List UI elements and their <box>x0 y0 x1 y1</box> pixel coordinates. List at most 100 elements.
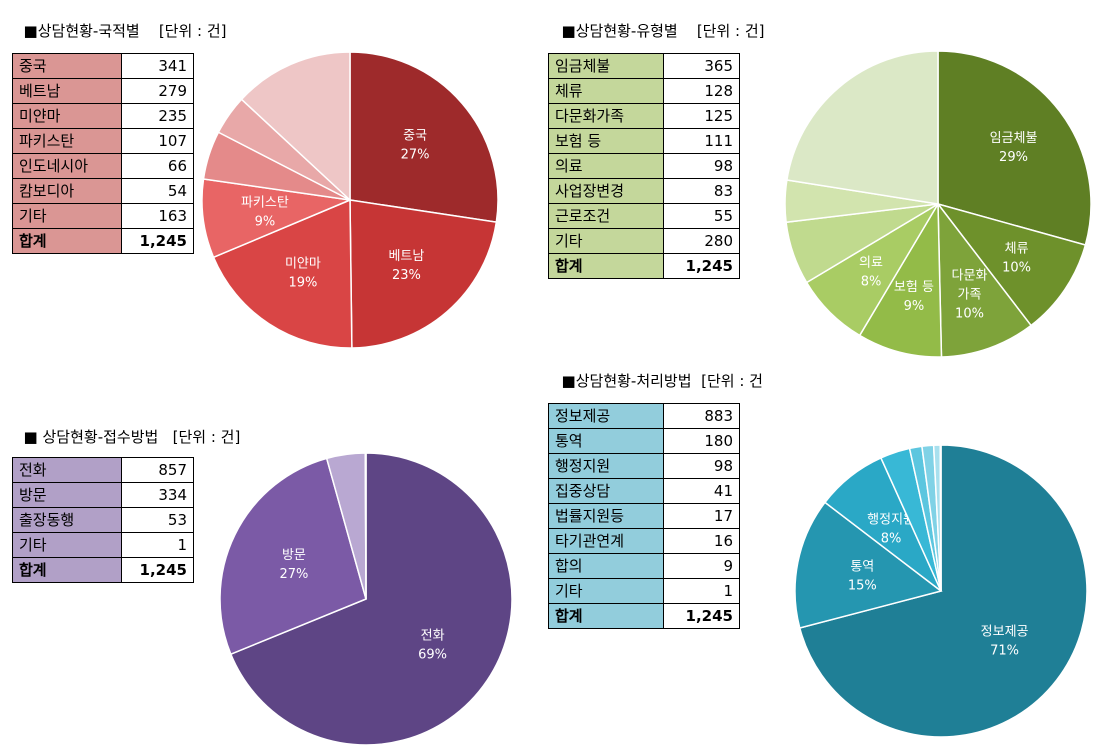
processing-table: 정보제공 883 통역 180 행정지원 98 집중상담 41 법률지원등 17 타기관연계 16 합의… <box>548 403 741 629</box>
table-row: 기타 1 <box>12 532 195 558</box>
table-row: 집중상담 41 <box>548 478 741 504</box>
count-cell: 279 <box>120 78 195 104</box>
pie-slice <box>794 501 943 629</box>
category-cell: 기타 <box>548 228 664 254</box>
slice-percent-label: 29% <box>999 150 1028 165</box>
count-cell: 334 <box>120 482 195 508</box>
category-cell: 법률지원등 <box>548 503 664 529</box>
category-cell: 정보제공 <box>548 403 664 429</box>
pie-slice <box>798 444 1088 738</box>
category-cell: 타기관연계 <box>548 528 664 554</box>
category-cell: 합계 <box>12 228 122 254</box>
table-row: 출장동행 53 <box>12 507 195 533</box>
chart-title-reception: ■ 상담현황-접수방법 [단위 : 건] <box>23 428 241 446</box>
table-row: 통역 180 <box>548 428 741 454</box>
slice-percent-label: 9% <box>255 214 276 229</box>
pie-slice <box>349 199 498 349</box>
count-cell: 17 <box>662 503 741 529</box>
count-cell: 857 <box>120 457 195 483</box>
category-cell: 기타 <box>548 578 664 604</box>
slice-category-label: 체류 <box>1005 242 1029 257</box>
slice-category-label: 통역 <box>850 560 874 575</box>
table-row: 근로조건 55 <box>548 203 741 229</box>
chart-title-nationality: ■상담현황-국적별 [단위 : 건] <box>23 22 227 40</box>
category-cell: 파키스탄 <box>12 128 122 154</box>
category-cell: 미얀마 <box>12 103 122 129</box>
count-cell: 128 <box>662 78 741 104</box>
count-cell: 53 <box>120 507 195 533</box>
category-cell: 기타 <box>12 203 122 229</box>
category-cell: 보험 등 <box>548 128 664 154</box>
slice-percent-label: 27% <box>401 148 430 163</box>
pie-slice <box>240 51 351 202</box>
pie-slice <box>937 201 1033 358</box>
nationality-table: 중국 341 베트남 279 미얀마 235 파키스탄 107 인도네시아 66 캄보디아 54 기타 1… <box>12 53 195 254</box>
category-cell: 중국 <box>12 53 122 79</box>
unit-label: [단위 : 건] <box>158 22 227 40</box>
slice-percent-label: 69% <box>418 647 447 662</box>
type-table: 임금체불 365 체류 128 다문화가족 125 보험 등 111 의료 98 사업장변경 83 근로… <box>548 53 741 279</box>
table-row: 기타 163 <box>12 203 195 229</box>
reception-table: 전화 857 방문 334 출장동행 53 기타 1 합계 1,245 <box>12 457 195 583</box>
table-row: 합의 9 <box>548 553 741 579</box>
table-row: 기타 1 <box>548 578 741 604</box>
slice-percent-label: 71% <box>990 644 1019 659</box>
count-cell: 83 <box>662 178 741 204</box>
category-cell: 베트남 <box>12 78 122 104</box>
count-cell: 180 <box>662 428 741 454</box>
slice-percent-label: 27% <box>279 567 308 582</box>
count-cell: 365 <box>662 53 741 79</box>
table-row: 행정지원 98 <box>548 453 741 479</box>
category-cell: 합계 <box>12 557 122 583</box>
category-cell: 캄보디아 <box>12 178 122 204</box>
table-total-row: 합계 1,245 <box>12 228 195 254</box>
table-row: 임금체불 365 <box>548 53 741 79</box>
table-row: 중국 341 <box>12 53 195 79</box>
table-row: 의료 98 <box>548 153 741 179</box>
table-row: 타기관연계 16 <box>548 528 741 554</box>
category-cell: 통역 <box>548 428 664 454</box>
slice-category-label: 정보제공 <box>981 625 1029 640</box>
count-cell: 98 <box>662 453 741 479</box>
slice-category-label: 미얀마 <box>285 256 321 271</box>
chart-title-processing: ■상담현황-처리방법 [단위 : 건 <box>561 372 763 390</box>
category-cell: 기타 <box>12 532 122 558</box>
table-row: 법률지원등 17 <box>548 503 741 529</box>
slice-category-label: 가족 <box>958 288 982 303</box>
table-total-row: 합계 1,245 <box>548 603 741 629</box>
count-cell: 66 <box>120 153 195 179</box>
table-row: 캄보디아 54 <box>12 178 195 204</box>
unit-label: [단위 : 건] <box>696 22 765 40</box>
table-row: 베트남 279 <box>12 78 195 104</box>
count-cell: 111 <box>662 128 741 154</box>
category-cell: 임금체불 <box>548 53 664 79</box>
slice-percent-label: 19% <box>288 275 317 290</box>
table-row: 파키스탄 107 <box>12 128 195 154</box>
category-cell: 방문 <box>12 482 122 508</box>
pie-slice <box>936 202 1087 327</box>
count-cell: 163 <box>120 203 195 229</box>
slice-category-label: 베트남 <box>388 249 424 264</box>
table-row: 체류 128 <box>548 78 741 104</box>
count-cell: 883 <box>662 403 741 429</box>
category-cell: 근로조건 <box>548 203 664 229</box>
slice-category-label: 방문 <box>282 548 306 563</box>
count-cell: 125 <box>662 103 741 129</box>
pie-slice <box>786 50 939 205</box>
nationality-pie-chart: 중국 27% 베트남 23% 미얀마 19% 파키스탄 9% <box>201 51 499 349</box>
table-row: 다문화가족 125 <box>548 103 741 129</box>
chart-title-type: ■상담현황-유형별 [단위 : 건] <box>561 22 765 40</box>
count-cell: 55 <box>662 203 741 229</box>
slice-category-label: 보험 등 <box>894 280 934 295</box>
table-row: 인도네시아 66 <box>12 153 195 179</box>
count-cell: 1 <box>662 578 741 604</box>
type-pie-chart: 임금체불 29% 체류 10% 다문화가족 10% 보험 등 9% 의료 8% <box>784 50 1092 358</box>
pie-slice <box>858 201 943 358</box>
table-row: 정보제공 883 <box>548 403 741 429</box>
slice-category-label: 중국 <box>403 129 427 144</box>
table-row: 기타 280 <box>548 228 741 254</box>
category-cell: 의료 <box>548 153 664 179</box>
category-cell: 전화 <box>12 457 122 483</box>
table-row: 방문 334 <box>12 482 195 508</box>
category-cell: 행정지원 <box>548 453 664 479</box>
